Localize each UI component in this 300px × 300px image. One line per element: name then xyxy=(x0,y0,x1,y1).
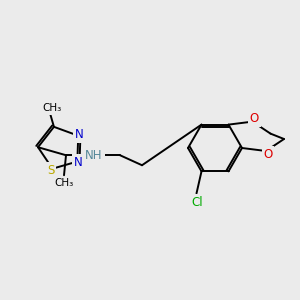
Text: O: O xyxy=(263,148,273,160)
Text: N: N xyxy=(74,156,83,169)
Text: N: N xyxy=(75,128,84,141)
Text: O: O xyxy=(250,112,259,125)
Text: S: S xyxy=(47,164,54,177)
Text: CH₃: CH₃ xyxy=(42,103,61,113)
Text: NH: NH xyxy=(85,149,103,162)
Text: Cl: Cl xyxy=(192,196,203,209)
Text: CH₃: CH₃ xyxy=(54,178,74,188)
